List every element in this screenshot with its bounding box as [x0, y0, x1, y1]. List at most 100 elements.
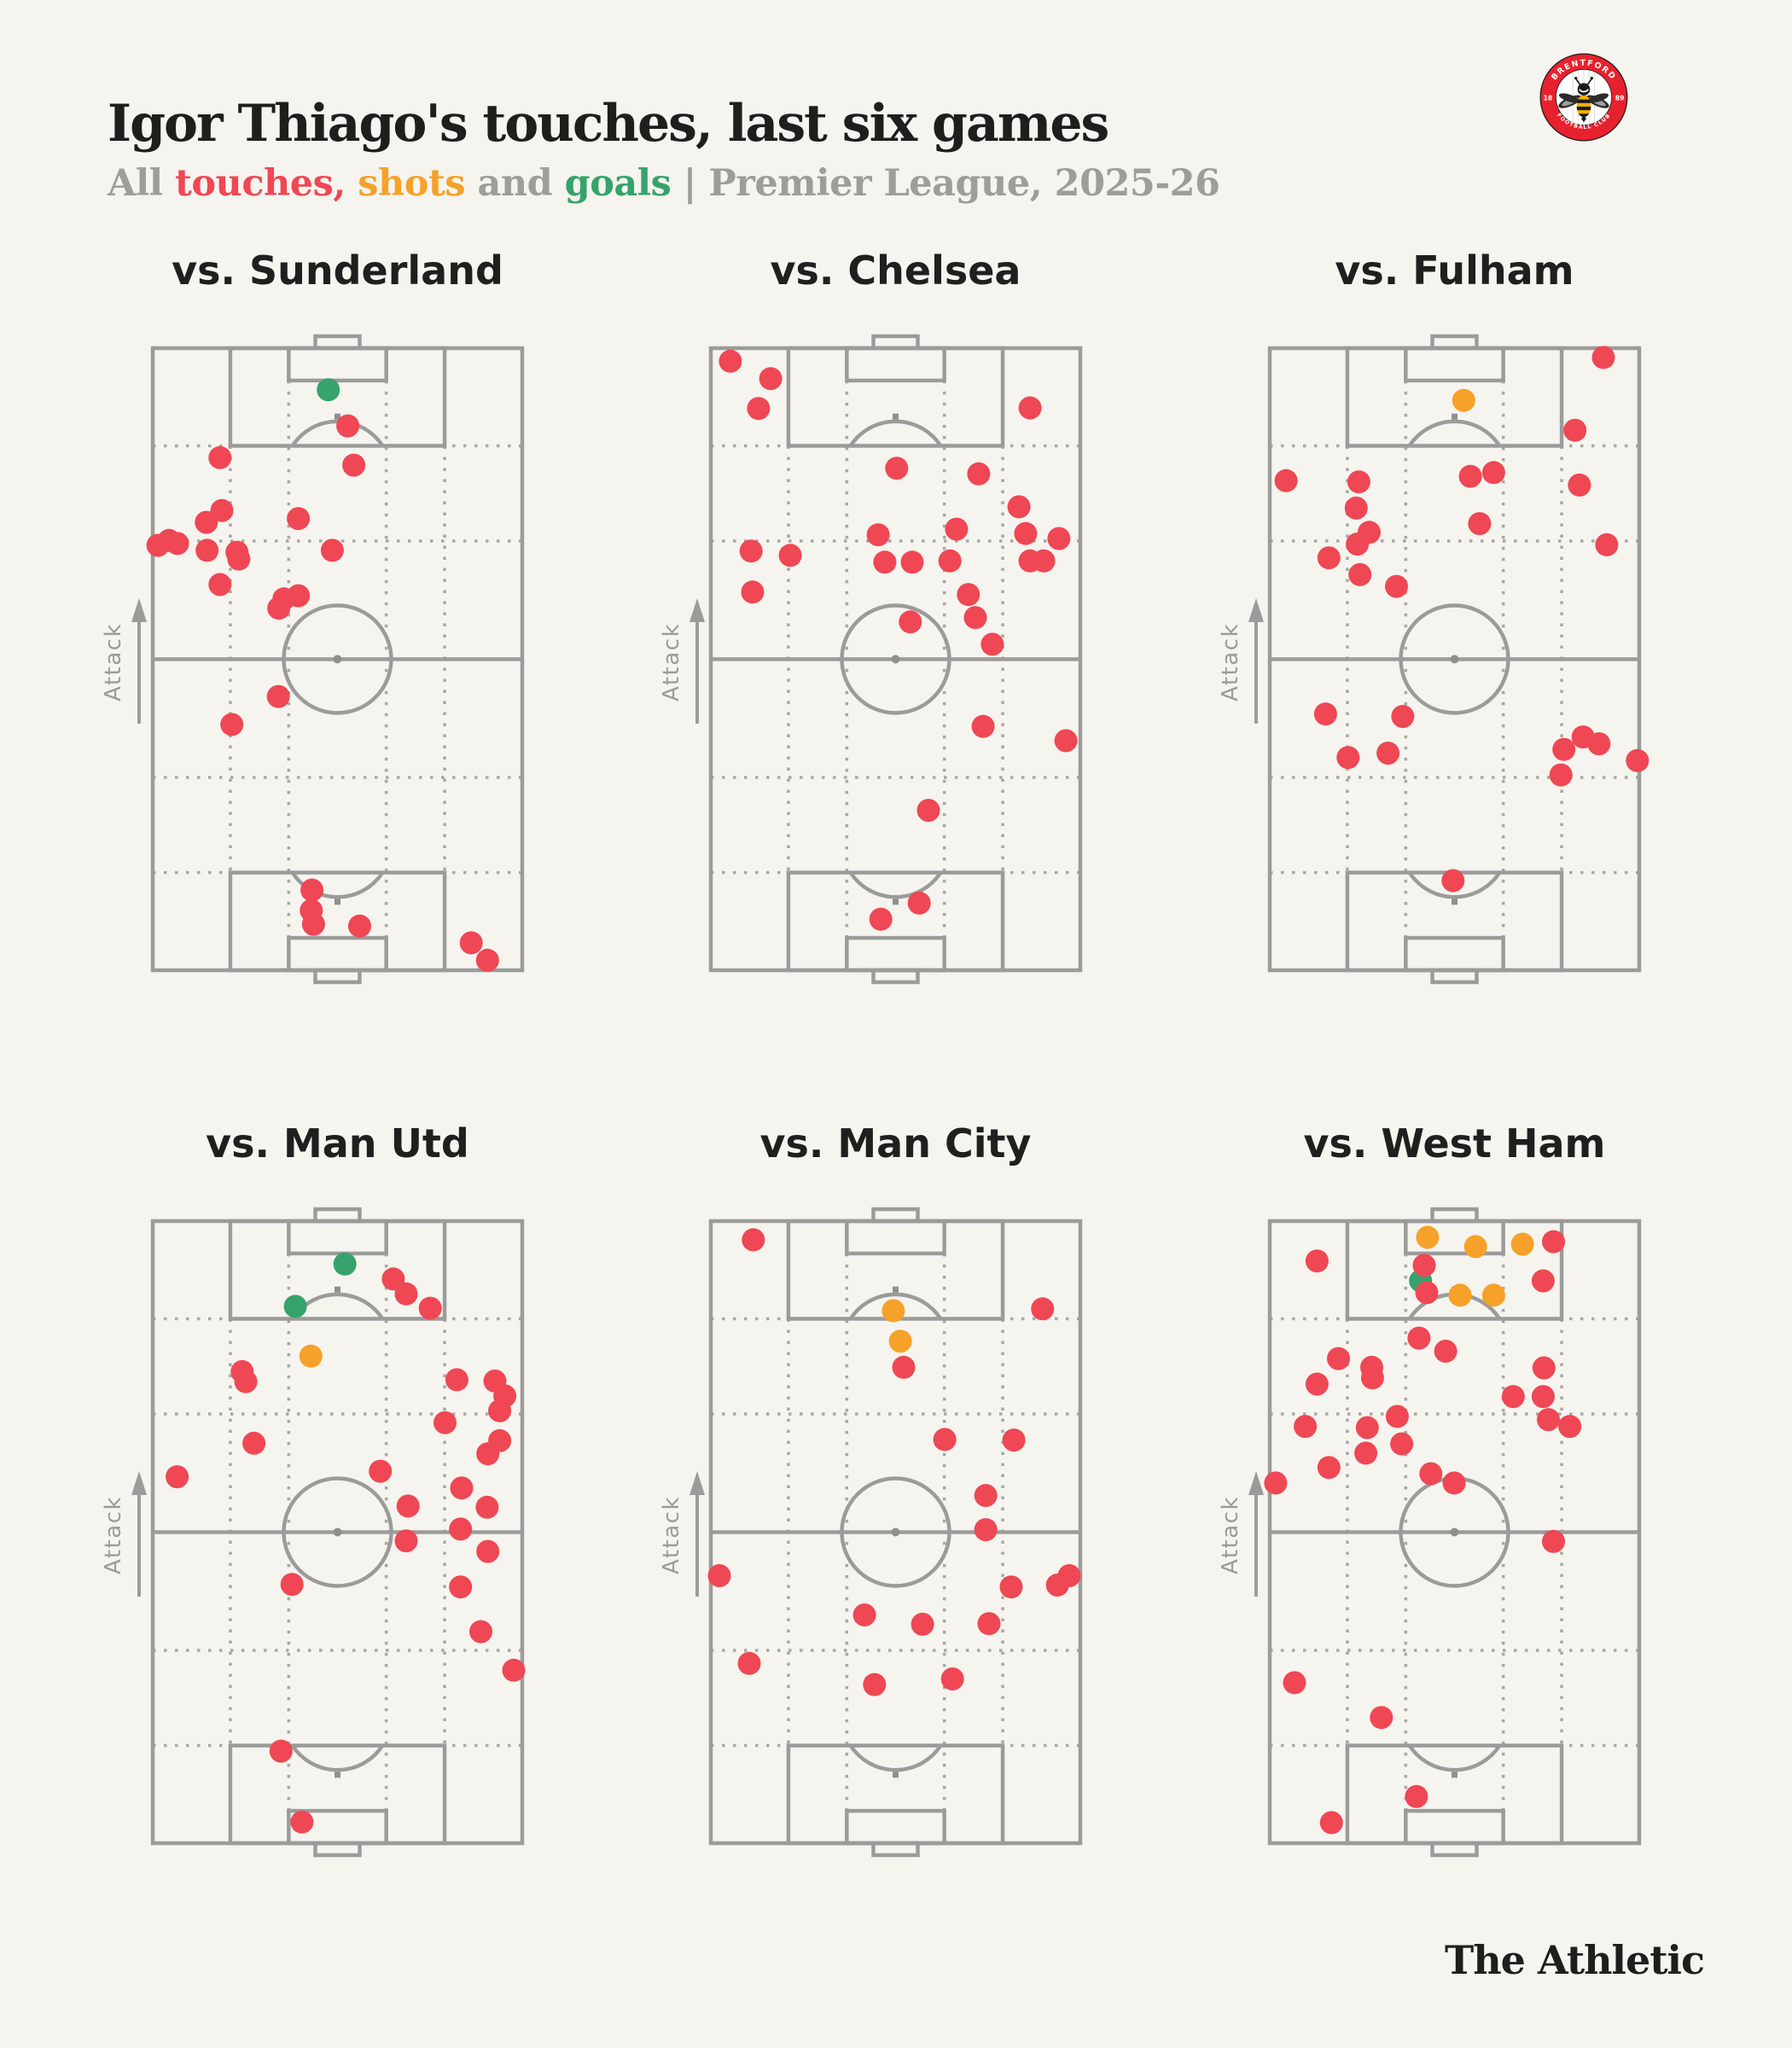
- attack-arrow: [689, 1471, 705, 1597]
- touch-dot: [195, 538, 219, 562]
- touch-dot: [1007, 495, 1031, 519]
- goal-dot: [333, 1252, 357, 1276]
- touch-dot: [1531, 1269, 1555, 1293]
- touch-dot: [1376, 742, 1400, 765]
- touch-dot: [1002, 1428, 1026, 1452]
- touch-dot: [971, 714, 995, 738]
- shot-dot: [299, 1344, 323, 1368]
- touch-dot: [911, 1612, 934, 1636]
- crest-year-right: 89: [1615, 95, 1625, 102]
- touch-dot: [348, 914, 371, 938]
- subtitle-part: shots: [358, 162, 466, 205]
- touch-dot: [957, 583, 980, 607]
- touch-dot: [999, 1575, 1023, 1599]
- touch-dot: [1047, 527, 1071, 550]
- touch-dot: [759, 367, 783, 391]
- shot-dot: [888, 1329, 912, 1353]
- brand-logo: The Athletic: [1444, 1937, 1705, 1983]
- touch-dot: [1032, 549, 1056, 573]
- pitch-lines: [150, 1207, 525, 1858]
- goal-dot: [317, 378, 340, 402]
- pitch-panel: Attack: [638, 1191, 1093, 1876]
- touch-dot: [1385, 1405, 1409, 1428]
- touch-dot: [476, 1539, 500, 1563]
- pitch-svg: Attack: [659, 1207, 1083, 1858]
- touch-dot: [220, 713, 244, 736]
- touch-dot: [1626, 748, 1649, 772]
- touch-dot: [974, 1484, 998, 1507]
- touch-dot: [1568, 473, 1591, 497]
- pitch-lines: [1267, 1207, 1642, 1858]
- touch-dot: [1441, 869, 1465, 893]
- touch-dot: [1283, 1671, 1306, 1695]
- shot-dot: [1416, 1225, 1440, 1249]
- touch-dot: [892, 1355, 916, 1379]
- pitch-svg: Attack: [101, 1207, 526, 1858]
- shot-dot: [1448, 1283, 1472, 1307]
- subtitle-part: [346, 162, 358, 205]
- touch-dot: [342, 453, 366, 477]
- touch-dot: [266, 684, 290, 708]
- touch-dot: [1458, 464, 1482, 488]
- touch-dot: [980, 632, 1004, 656]
- attack-label: Attack: [101, 1496, 126, 1574]
- touch-dot: [1391, 705, 1415, 729]
- touch-dot: [1370, 1706, 1393, 1730]
- touch-dot: [974, 1518, 998, 1542]
- touch-dot: [1407, 1326, 1431, 1350]
- panel-title: vs. Fulham: [1335, 247, 1574, 294]
- touch-dot: [899, 610, 922, 634]
- touch-dot: [1336, 746, 1360, 770]
- touch-dot: [269, 1739, 293, 1763]
- touch-dot: [967, 462, 991, 486]
- touch-dot: [396, 1494, 420, 1518]
- touch-dot: [433, 1411, 457, 1434]
- touch-dot: [301, 912, 325, 936]
- touch-dot: [1434, 1339, 1457, 1363]
- touch-dot: [267, 596, 291, 620]
- touch-dot: [945, 517, 969, 541]
- touch-dot: [742, 1228, 765, 1252]
- touch-dot: [445, 1368, 468, 1392]
- panel-title: vs. West Ham: [1303, 1120, 1606, 1167]
- attack-arrow: [1248, 598, 1264, 724]
- crest-year-left: 18: [1543, 95, 1552, 102]
- touch-dot: [1327, 1347, 1350, 1370]
- touch-dot: [1018, 396, 1042, 420]
- touch-dot: [1346, 532, 1370, 556]
- pitch-panel: Attack: [1197, 318, 1652, 1004]
- touch-dot: [1549, 763, 1573, 787]
- touch-dot: [900, 550, 924, 574]
- touch-dot: [475, 948, 499, 972]
- touch-dot: [1313, 702, 1337, 726]
- touch-dot: [1542, 1529, 1565, 1553]
- panel-title: vs. Man City: [759, 1120, 1032, 1167]
- touch-dot: [450, 1476, 474, 1500]
- touch-dot: [242, 1431, 266, 1455]
- pitch-svg: Attack: [1218, 334, 1649, 985]
- touch-dot: [320, 538, 344, 562]
- touch-dot: [146, 533, 170, 557]
- touch-dot: [1317, 1456, 1341, 1480]
- pitch-lines: [708, 1207, 1083, 1858]
- attack-arrow: [131, 598, 147, 724]
- page-title: Igor Thiago's touches, last six games: [108, 94, 1109, 154]
- event-dots: [166, 1252, 526, 1834]
- touch-dot: [1542, 1230, 1565, 1254]
- touch-dot: [227, 547, 251, 571]
- touch-dot: [1468, 512, 1492, 536]
- attack-label: Attack: [659, 1496, 684, 1574]
- touch-dot: [741, 580, 765, 604]
- subtitle-part: | Premier League, 2025-26: [671, 162, 1220, 205]
- touch-dot: [1412, 1254, 1436, 1277]
- touch-dot: [459, 931, 483, 955]
- touch-dot: [1264, 1471, 1288, 1495]
- page-subtitle: All touches, shots and goals | Premier L…: [108, 162, 1220, 205]
- touch-dot: [1319, 1811, 1343, 1835]
- touch-dot: [381, 1267, 405, 1291]
- touch-dot: [1354, 1441, 1378, 1465]
- touch-dot: [1537, 1408, 1560, 1432]
- touch-dot: [933, 1428, 957, 1452]
- pitch-svg: Attack: [659, 334, 1083, 985]
- touch-dot: [290, 1810, 314, 1834]
